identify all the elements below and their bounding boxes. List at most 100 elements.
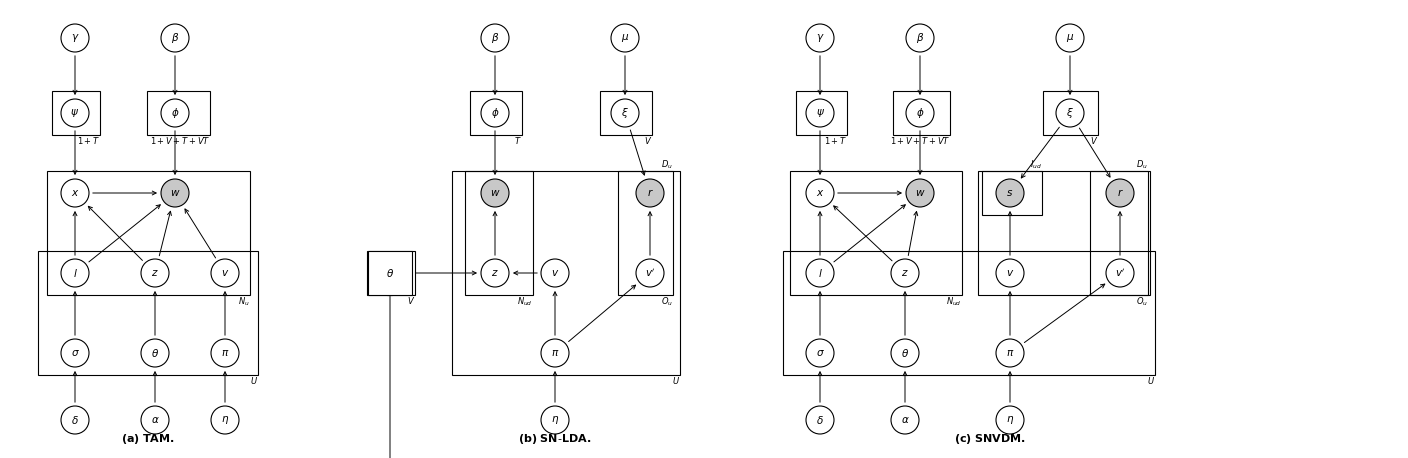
Text: $r$: $r$ — [1117, 187, 1124, 198]
Text: $\gamma$: $\gamma$ — [70, 32, 79, 44]
Text: $\theta$: $\theta$ — [151, 347, 159, 359]
Bar — [981, 171, 1042, 215]
Text: $\mathbf{(a)\ TAM.}$: $\mathbf{(a)\ TAM.}$ — [121, 432, 175, 446]
Text: $z$: $z$ — [491, 268, 498, 278]
Circle shape — [805, 99, 834, 127]
Text: $\pi$: $\pi$ — [1005, 348, 1014, 358]
Text: $\mu$: $\mu$ — [621, 32, 629, 44]
Text: $v$: $v$ — [1005, 268, 1014, 278]
Text: $1+V+T+VT$: $1+V+T+VT$ — [890, 135, 950, 146]
Text: $v'$: $v'$ — [645, 267, 655, 279]
Bar — [893, 91, 950, 135]
Bar — [470, 91, 522, 135]
Text: $1+T$: $1+T$ — [76, 135, 100, 146]
Bar — [465, 171, 534, 295]
Circle shape — [905, 24, 934, 52]
Text: $\sigma$: $\sigma$ — [70, 348, 79, 358]
Circle shape — [1056, 24, 1084, 52]
Circle shape — [141, 406, 169, 434]
Text: $\mathbf{(b)\ SN\text{-}LDA.}$: $\mathbf{(b)\ SN\text{-}LDA.}$ — [518, 432, 591, 446]
Bar — [618, 171, 673, 295]
Bar — [369, 251, 411, 294]
Text: $\sigma$: $\sigma$ — [815, 348, 825, 358]
Text: $\beta$: $\beta$ — [915, 31, 924, 45]
Circle shape — [161, 179, 189, 207]
Text: $\psi$: $\psi$ — [815, 107, 825, 119]
Text: $l$: $l$ — [73, 267, 77, 279]
Circle shape — [891, 406, 919, 434]
Text: $1+V+T+VT$: $1+V+T+VT$ — [149, 135, 210, 146]
Text: $z$: $z$ — [151, 268, 159, 278]
Circle shape — [995, 259, 1024, 287]
Circle shape — [636, 259, 665, 287]
Text: $w$: $w$ — [170, 188, 180, 198]
Text: $\phi$: $\phi$ — [491, 106, 500, 120]
Text: $\delta$: $\delta$ — [70, 414, 79, 426]
Circle shape — [211, 339, 239, 367]
Text: $l$: $l$ — [818, 267, 822, 279]
Text: $\pi$: $\pi$ — [551, 348, 559, 358]
Circle shape — [805, 179, 834, 207]
Circle shape — [61, 179, 89, 207]
Text: $D_u$: $D_u$ — [662, 158, 673, 171]
Circle shape — [805, 24, 834, 52]
Text: $V$: $V$ — [1090, 135, 1098, 146]
Circle shape — [995, 339, 1024, 367]
Bar — [367, 251, 415, 295]
Text: $\alpha$: $\alpha$ — [151, 415, 159, 425]
Text: $I_{ud}$: $I_{ud}$ — [1031, 158, 1042, 171]
Text: $s$: $s$ — [1007, 188, 1014, 198]
Text: $x$: $x$ — [815, 188, 824, 198]
Circle shape — [161, 99, 189, 127]
Circle shape — [61, 24, 89, 52]
Circle shape — [995, 179, 1024, 207]
Text: $\phi$: $\phi$ — [170, 106, 179, 120]
Text: $\eta$: $\eta$ — [551, 414, 559, 426]
Bar — [46, 171, 251, 295]
Circle shape — [541, 339, 569, 367]
Circle shape — [1107, 259, 1133, 287]
Text: $w$: $w$ — [915, 188, 925, 198]
Circle shape — [61, 259, 89, 287]
Bar — [790, 171, 962, 295]
Text: $\theta$: $\theta$ — [901, 347, 910, 359]
Text: $w$: $w$ — [490, 188, 500, 198]
Text: $N_{ud}$: $N_{ud}$ — [946, 295, 962, 307]
Text: $V$: $V$ — [643, 135, 652, 146]
Circle shape — [805, 259, 834, 287]
Circle shape — [611, 24, 639, 52]
Text: $N_{ud}$: $N_{ud}$ — [517, 295, 534, 307]
Text: $\theta$: $\theta$ — [386, 267, 394, 279]
Text: $U$: $U$ — [1148, 375, 1155, 386]
Circle shape — [611, 99, 639, 127]
Bar — [52, 91, 100, 135]
Circle shape — [482, 179, 510, 207]
Text: $T$: $T$ — [514, 135, 522, 146]
Text: $D_u$: $D_u$ — [1136, 158, 1148, 171]
Circle shape — [805, 339, 834, 367]
Circle shape — [61, 339, 89, 367]
Circle shape — [211, 259, 239, 287]
Text: $v$: $v$ — [221, 268, 230, 278]
Circle shape — [636, 179, 665, 207]
Circle shape — [141, 259, 169, 287]
Circle shape — [805, 406, 834, 434]
Circle shape — [1107, 179, 1133, 207]
Circle shape — [995, 406, 1024, 434]
Text: $v'$: $v'$ — [1115, 267, 1125, 279]
Text: $U$: $U$ — [672, 375, 680, 386]
Circle shape — [482, 99, 510, 127]
Text: $x$: $x$ — [70, 188, 79, 198]
Text: $\eta$: $\eta$ — [221, 414, 230, 426]
Text: $\gamma$: $\gamma$ — [815, 32, 824, 44]
Circle shape — [905, 179, 934, 207]
Text: $\beta$: $\beta$ — [170, 31, 179, 45]
Text: $r$: $r$ — [646, 187, 653, 198]
Text: $v$: $v$ — [551, 268, 559, 278]
Circle shape — [541, 406, 569, 434]
Bar — [146, 91, 210, 135]
Text: $z$: $z$ — [901, 268, 908, 278]
Text: $\xi$: $\xi$ — [621, 106, 629, 120]
Text: $O_u$: $O_u$ — [1136, 295, 1148, 307]
Text: $\alpha$: $\alpha$ — [901, 415, 910, 425]
